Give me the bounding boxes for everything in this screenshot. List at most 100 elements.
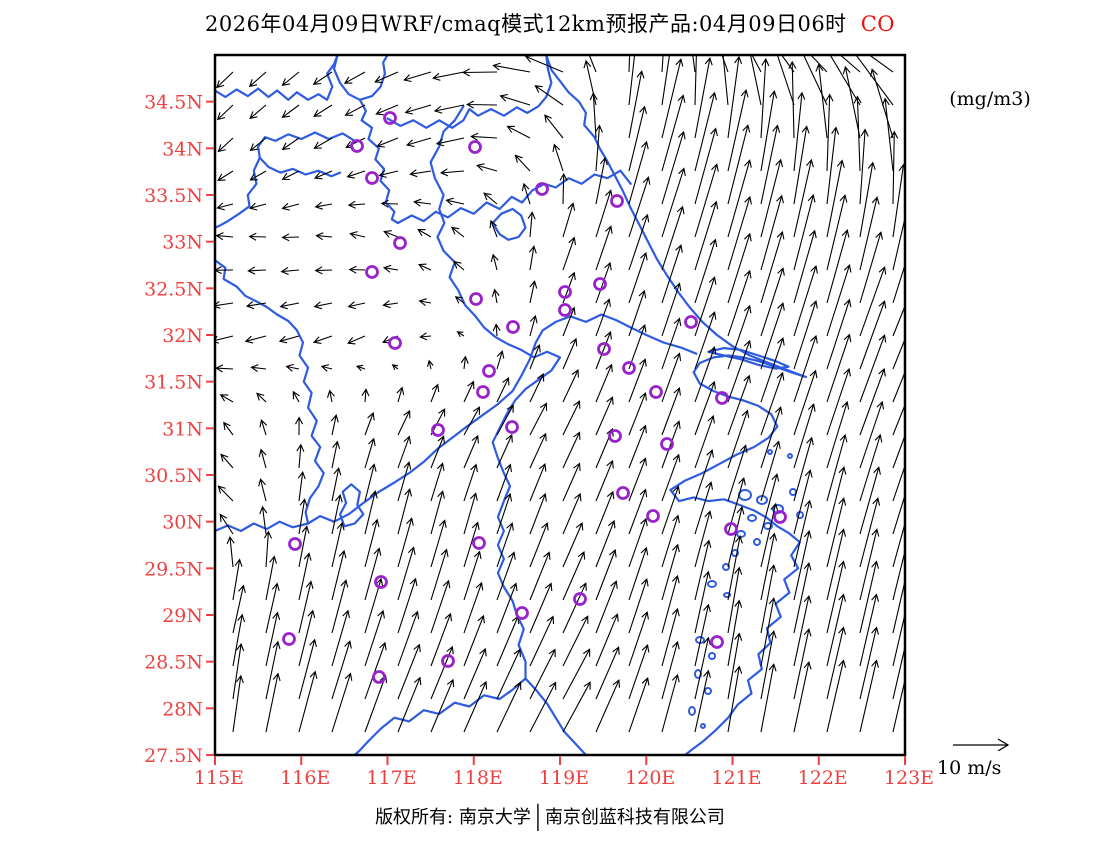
wind-arrow bbox=[397, 643, 421, 700]
wind-arrow bbox=[258, 478, 267, 502]
wind-arrow bbox=[562, 615, 589, 667]
map-frame bbox=[213, 53, 907, 757]
wind-arrow bbox=[859, 528, 880, 601]
wind-arrow bbox=[463, 434, 479, 469]
wind-arrow bbox=[259, 418, 268, 436]
station-circle bbox=[388, 336, 402, 350]
wind-arrow bbox=[694, 570, 711, 634]
station-circle bbox=[482, 364, 496, 378]
wind-arrow bbox=[661, 55, 664, 73]
boundary-line bbox=[215, 55, 339, 101]
wind-arrow bbox=[595, 363, 613, 403]
wind-arrow bbox=[628, 176, 651, 238]
station-circle bbox=[431, 423, 445, 437]
wind-arrow bbox=[760, 532, 778, 601]
wind-arrow bbox=[220, 453, 234, 469]
wind-arrow bbox=[364, 609, 385, 667]
wind-arrow bbox=[694, 200, 719, 271]
boundary-line bbox=[429, 105, 588, 755]
wind-arrow bbox=[382, 264, 399, 273]
wind-arrow bbox=[826, 367, 851, 436]
wind-arrow bbox=[890, 130, 899, 205]
wind-arrow bbox=[760, 267, 785, 337]
wind-arrow bbox=[506, 125, 531, 139]
wind-arrow bbox=[364, 547, 382, 601]
wind-arrow bbox=[463, 581, 484, 634]
wind-arrow bbox=[661, 352, 682, 403]
wind-arrow bbox=[793, 229, 817, 304]
wind-arrow bbox=[397, 577, 418, 634]
island-shape bbox=[704, 687, 712, 695]
wind-arrow bbox=[232, 613, 246, 667]
wind-arrow bbox=[496, 350, 505, 370]
station-circle bbox=[558, 303, 572, 317]
copyright-separator: | bbox=[534, 800, 541, 832]
wind-arrow bbox=[628, 610, 649, 667]
wind-arrow bbox=[463, 521, 480, 568]
wind-arrow bbox=[722, 55, 729, 106]
wind-arrow bbox=[694, 127, 718, 205]
wind-arrow bbox=[450, 226, 465, 238]
station-circle bbox=[469, 292, 483, 306]
wind-arrow bbox=[892, 493, 905, 535]
station-circle bbox=[558, 285, 572, 299]
wind-arrow bbox=[793, 299, 818, 370]
wind-arrow bbox=[815, 63, 828, 139]
wind-arrow bbox=[529, 463, 547, 502]
station-circle bbox=[715, 391, 729, 405]
wind-arrow bbox=[892, 534, 905, 601]
wind-arrow bbox=[694, 636, 711, 700]
wind-arrow bbox=[552, 143, 564, 172]
wind-arrow bbox=[661, 673, 680, 733]
wind-arrow bbox=[397, 488, 413, 535]
wind-arrow bbox=[374, 71, 399, 84]
wind-arrow bbox=[562, 369, 579, 403]
wind-arrow bbox=[793, 403, 816, 469]
boundary-line bbox=[491, 207, 527, 241]
axis-label-layer: 115E 116E 117E 118E 119E 120E 121E 122E 123E 34.5… bbox=[144, 92, 934, 789]
wind-arrow bbox=[313, 137, 333, 149]
copyright-left: 版权所有: 南京大学 bbox=[375, 807, 531, 828]
wind-arrow bbox=[892, 304, 905, 337]
wind-arrow bbox=[298, 498, 308, 535]
wind-arrow bbox=[892, 203, 905, 271]
wind-arrow bbox=[661, 205, 685, 271]
wind-arrow bbox=[760, 663, 777, 733]
wind-arrow bbox=[727, 374, 751, 436]
wind-arrow bbox=[313, 301, 333, 310]
wind-arrow bbox=[496, 522, 514, 568]
wind-arrow bbox=[760, 158, 784, 238]
wind-arrow bbox=[793, 660, 812, 733]
wind-arrow bbox=[347, 335, 366, 345]
island-shape bbox=[723, 592, 731, 598]
wind-arrow bbox=[232, 642, 245, 700]
wind-arrow bbox=[727, 304, 752, 370]
wind-arrow bbox=[343, 71, 366, 84]
wind-arrow bbox=[528, 245, 537, 271]
wind-arrow bbox=[661, 453, 681, 502]
wind-arrow bbox=[456, 331, 465, 338]
wind-arrow bbox=[628, 358, 647, 403]
island-shape bbox=[688, 706, 696, 716]
wind-arrow bbox=[344, 104, 366, 116]
wind-arrow bbox=[364, 411, 375, 436]
wind-arrow bbox=[793, 594, 812, 667]
y-axis-tick-label: 32.5N bbox=[144, 278, 203, 300]
y-axis-tick-label: 30.5N bbox=[144, 465, 203, 487]
wind-arrow bbox=[216, 71, 234, 89]
wind-arrow bbox=[595, 189, 613, 238]
wind-arrow bbox=[409, 169, 432, 178]
wind-arrow bbox=[496, 582, 518, 634]
y-axis-tick-label: 34.5N bbox=[144, 92, 203, 114]
wind-arrow bbox=[256, 392, 267, 403]
wind-arrow bbox=[826, 497, 847, 568]
wind-arrow bbox=[892, 337, 905, 370]
wind-arrow bbox=[661, 244, 683, 304]
wind-arrow bbox=[727, 506, 745, 568]
wind-arrow bbox=[694, 380, 716, 436]
wind-arrow bbox=[499, 93, 531, 106]
wind-arrow bbox=[259, 505, 268, 535]
wind-arrow bbox=[661, 607, 680, 667]
wind-arrow bbox=[727, 159, 752, 238]
wind-arrow bbox=[760, 406, 783, 469]
